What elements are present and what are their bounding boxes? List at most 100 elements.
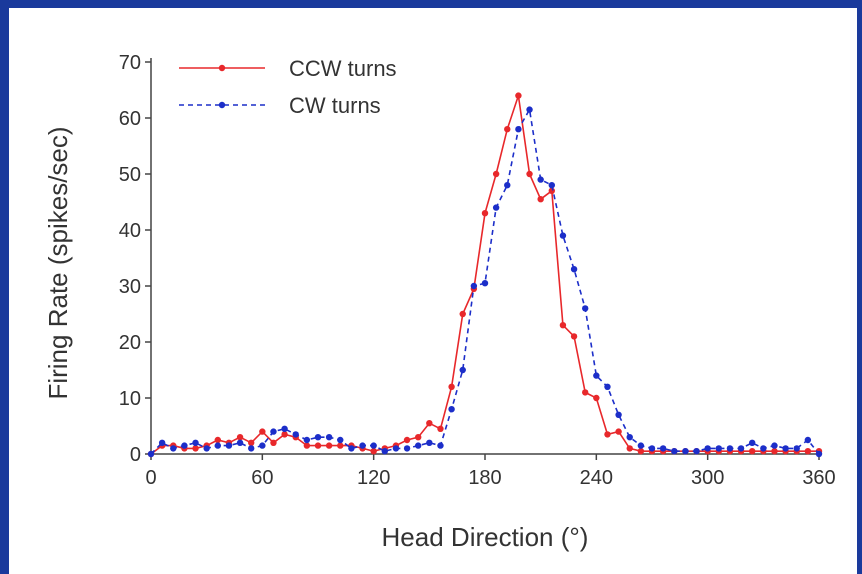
y-tick-label: 0: [130, 444, 141, 466]
data-point: [348, 445, 355, 452]
data-point: [593, 394, 600, 402]
data-point: [515, 92, 522, 99]
x-tick-label: 360: [802, 467, 835, 489]
data-point: [481, 210, 489, 217]
data-point: [203, 445, 210, 452]
data-point: [292, 431, 299, 438]
data-point: [804, 448, 812, 455]
x-tick-label: 60: [251, 467, 273, 489]
data-point: [181, 442, 188, 449]
data-point: [615, 411, 622, 418]
data-point: [437, 442, 444, 449]
axes: 0 60 120 180 240 300 360 0 10 20 30 40 50 60 70: [119, 52, 836, 489]
data-point: [537, 176, 544, 183]
data-point: [548, 182, 555, 189]
data-point: [426, 439, 433, 446]
data-point: [737, 445, 745, 452]
data-point: [771, 448, 778, 455]
data-point: [225, 442, 233, 449]
x-tick-label: 120: [357, 467, 390, 489]
data-point: [515, 126, 522, 133]
data-point: [370, 448, 377, 455]
data-point: [248, 445, 255, 452]
data-point: [637, 442, 645, 449]
data-point: [582, 389, 589, 396]
x-tick-label: 240: [580, 467, 613, 489]
data-point: [626, 434, 633, 441]
series-line-1: [150, 95, 819, 455]
legend-label-1: CCW turns: [289, 56, 397, 81]
data-point: [715, 445, 722, 452]
data-point: [448, 383, 455, 390]
data-point: [526, 106, 533, 113]
data-point: [704, 445, 711, 452]
data-point: [325, 442, 333, 449]
data-point: [403, 436, 411, 444]
data-point: [448, 406, 455, 413]
data-point: [303, 442, 311, 449]
data-point: [259, 442, 266, 449]
data-point: [593, 372, 600, 379]
data-point: [537, 196, 544, 203]
y-tick-label: 50: [119, 164, 141, 186]
data-point: [214, 442, 221, 449]
data-point: [604, 383, 611, 390]
data-point: [337, 442, 344, 449]
data-point: [381, 448, 388, 455]
data-point: [815, 450, 823, 458]
data-point: [403, 445, 411, 452]
chart-frame: 0 60 120 180 240 300 360 0 10 20 30 40 50 60 70 CCW tu…: [9, 8, 857, 574]
data-point: [726, 445, 734, 452]
data-point: [782, 445, 789, 452]
legend: CCW turns CW turns: [179, 56, 397, 118]
data-point: [671, 448, 678, 455]
data-point: [370, 442, 377, 449]
data-point: [192, 439, 199, 446]
data-point: [749, 448, 756, 455]
legend-marker-1: [218, 64, 226, 72]
data-point: [437, 425, 444, 432]
data-point: [492, 204, 500, 211]
y-tick-label: 30: [119, 276, 141, 298]
data-point: [604, 431, 611, 438]
data-point: [793, 445, 800, 452]
y-tick-label: 60: [119, 108, 141, 130]
data-point: [626, 445, 633, 452]
data-point: [771, 442, 778, 449]
line-chart: 0 60 120 180 240 300 360 0 10 20 30 40 50 60 70 CCW tu…: [43, 52, 836, 552]
data-point: [659, 445, 667, 452]
data-point: [281, 431, 288, 438]
data-point: [804, 436, 812, 444]
x-tick-label: 180: [468, 467, 501, 489]
y-tick-label: 40: [119, 220, 141, 242]
data-point: [248, 439, 255, 446]
data-point: [314, 434, 322, 441]
data-point: [259, 428, 266, 435]
data-point: [570, 266, 578, 273]
data-point: [392, 445, 400, 452]
data-point: [359, 442, 366, 449]
x-tick-label: 300: [691, 467, 724, 489]
data-point: [648, 445, 656, 452]
x-tick-label: 0: [145, 467, 156, 489]
data-point: [325, 434, 333, 441]
data-point: [570, 333, 578, 340]
data-point: [314, 442, 322, 449]
data-point: [693, 448, 700, 455]
y-axis-title: Firing Rate (spikes/sec): [43, 126, 73, 399]
data-point: [158, 439, 166, 446]
data-point: [236, 434, 244, 441]
legend-label-2: CW turns: [289, 93, 381, 118]
data-point: [426, 420, 433, 427]
data-point: [559, 322, 567, 329]
data-point: [760, 445, 767, 452]
data-point: [615, 428, 622, 435]
data-point: [270, 428, 277, 435]
data-point: [559, 232, 567, 239]
data-point: [682, 448, 689, 455]
data-point: [481, 280, 489, 287]
data-point: [526, 170, 533, 178]
data-point: [303, 436, 311, 444]
data-point: [192, 445, 199, 452]
y-tick-label: 20: [119, 332, 141, 354]
